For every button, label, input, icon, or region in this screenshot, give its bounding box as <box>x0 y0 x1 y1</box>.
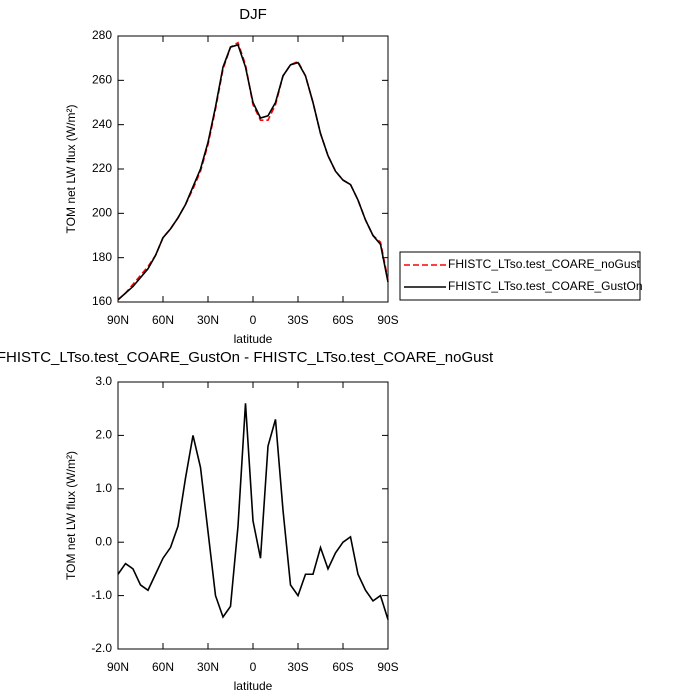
y-tick-label: 1.0 <box>95 481 112 495</box>
x-tick-label: 0 <box>250 313 257 327</box>
y-tick-label: 240 <box>92 117 112 131</box>
x-tick-label: 30S <box>287 660 308 674</box>
legend-label: FHISTC_LTso.test_COARE_GustOn <box>448 279 643 293</box>
y-tick-label: 180 <box>92 250 112 264</box>
x-tick-label: 0 <box>250 660 257 674</box>
x-tick-label: 90S <box>377 313 398 327</box>
y-tick-label: 0.0 <box>95 534 112 548</box>
x-tick-label: 90N <box>107 313 129 327</box>
series-line <box>117 403 389 620</box>
y-axis-label: TOM net LW flux (W/m²) <box>64 105 78 234</box>
chart-title: DJF <box>239 6 267 23</box>
x-tick-label: 60N <box>152 660 174 674</box>
x-tick-label: 90S <box>377 660 398 674</box>
chart-title: FHISTC_LTso.test_COARE_GustOn - FHISTC_L… <box>0 349 494 366</box>
x-axis-label: latitude <box>234 679 273 693</box>
plot-frame <box>117 35 389 303</box>
y-tick-label: 2.0 <box>95 428 112 442</box>
x-tick-label: 30S <box>287 313 308 327</box>
y-tick-label: 3.0 <box>95 374 112 388</box>
legend-box <box>399 251 641 301</box>
x-tick-label: 60S <box>332 313 353 327</box>
y-tick-label: 220 <box>92 161 112 175</box>
series-line <box>117 43 389 301</box>
legend-label: FHISTC_LTso.test_COARE_noGust <box>448 257 641 271</box>
y-tick-label: 200 <box>92 206 112 220</box>
y-tick-label: 160 <box>92 294 112 308</box>
y-tick-label: -2.0 <box>91 641 112 655</box>
y-tick-label: 260 <box>92 73 112 87</box>
x-tick-label: 60S <box>332 660 353 674</box>
y-tick-label: -1.0 <box>91 588 112 602</box>
y-axis-label: TOM net LW flux (W/m²) <box>64 451 78 580</box>
y-tick-label: 280 <box>92 28 112 42</box>
x-tick-label: 60N <box>152 313 174 327</box>
x-tick-label: 90N <box>107 660 129 674</box>
x-tick-label: 30N <box>197 660 219 674</box>
x-axis-label: latitude <box>234 332 273 346</box>
x-tick-label: 30N <box>197 313 219 327</box>
series-line <box>117 41 389 301</box>
